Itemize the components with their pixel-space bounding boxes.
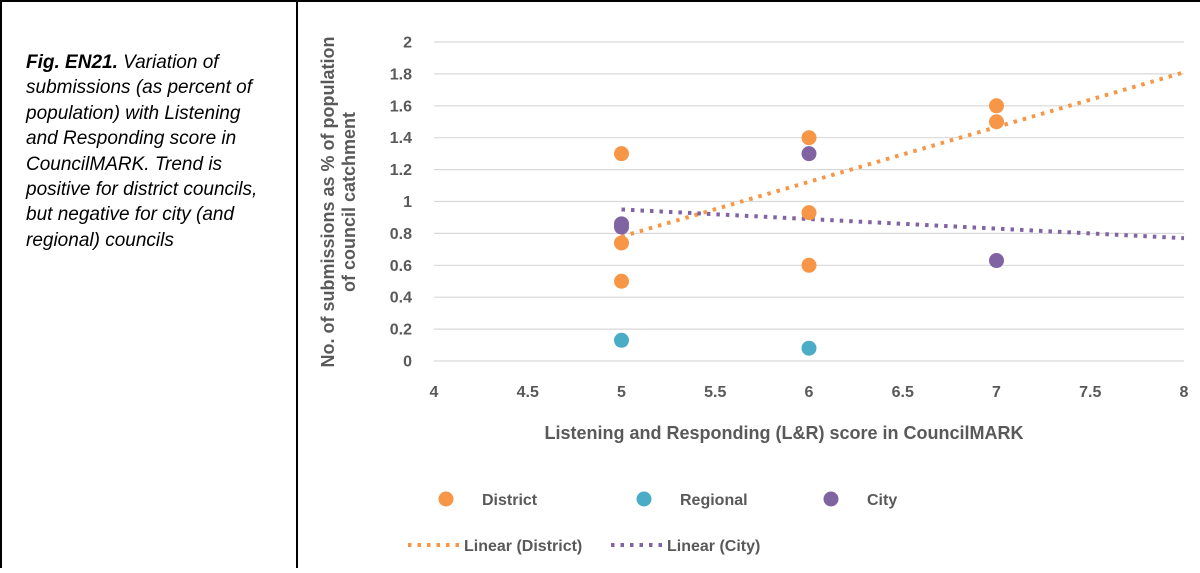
- y-tick-label: 2: [403, 35, 412, 52]
- point-regional: [614, 332, 629, 348]
- point-city: [614, 219, 629, 235]
- y-tick-label: 1.4: [390, 130, 412, 147]
- legend-label-district: District: [482, 492, 538, 509]
- point-district: [801, 257, 817, 273]
- chart-area: 0 0.2 0.4 0.6 0.8 1 1.2 1.4 1.6 1.8 2 4 4.5 5 5.5 6 6.5…: [300, 12, 1200, 568]
- point-district: [989, 114, 1004, 130]
- y-axis-title-line-2: of council catchment: [339, 112, 359, 292]
- legend-trend-label-0: Linear (District): [464, 538, 582, 555]
- point-district: [614, 235, 629, 251]
- legend-marker-city: [823, 491, 839, 507]
- trendline-linear-district: [620, 70, 1185, 239]
- point-district: [989, 98, 1004, 114]
- x-tick-labels: 4 4.5 5 5.5 6 6.5 7 7.5 8: [430, 384, 1189, 401]
- y-tick-labels: 0 0.2 0.4 0.6 0.8 1 1.2 1.4 1.6 1.8 2: [390, 35, 412, 371]
- caption-text: Variation of submissions (as percent of …: [26, 52, 258, 251]
- y-tick-label: 0.8: [390, 226, 412, 243]
- x-tick-label: 7: [992, 384, 1001, 401]
- x-axis-title: Listening and Responding (L&R) score in …: [545, 423, 1024, 443]
- legend-marker-regional: [636, 491, 652, 507]
- y-axis-title: No. of submissions as % of population of…: [318, 36, 359, 367]
- trendlines: [620, 70, 1185, 241]
- x-tick-label: 6: [805, 384, 814, 401]
- x-tick-label: 4.5: [517, 384, 539, 401]
- y-tick-label: 1.6: [390, 98, 412, 115]
- point-district: [801, 130, 817, 146]
- x-tick-label: 5: [617, 384, 626, 401]
- point-district: [614, 273, 629, 289]
- y-tick-label: 0.4: [390, 290, 412, 307]
- x-tick-label: 4: [430, 384, 439, 401]
- point-city: [989, 253, 1004, 269]
- figure-caption: Fig. EN21. Variation of submissions (as …: [26, 50, 276, 253]
- y-tick-label: 1.2: [390, 162, 412, 179]
- x-tick-label: 6.5: [892, 384, 914, 401]
- point-city: [801, 146, 817, 162]
- legend-label-regional: Regional: [680, 492, 748, 509]
- x-tick-label: 8: [1180, 384, 1189, 401]
- point-district: [801, 205, 817, 221]
- legend-marker-district: [438, 491, 454, 507]
- y-tick-label: 1.8: [390, 66, 412, 83]
- y-tick-label: 1: [403, 194, 412, 211]
- data-points: [614, 98, 1004, 356]
- y-tick-label: 0.2: [390, 322, 412, 339]
- point-district: [614, 146, 629, 162]
- caption-label: Fig. EN21.: [26, 52, 118, 73]
- border-divider: [296, 0, 298, 568]
- point-regional: [801, 340, 817, 356]
- legend-label-city: City: [867, 492, 897, 509]
- y-axis-title-line-1: No. of submissions as % of population: [318, 36, 338, 367]
- y-tick-label: 0.6: [390, 258, 412, 275]
- border-top: [0, 0, 1200, 2]
- legend-trend-label-1: Linear (City): [667, 538, 760, 555]
- legend: District Regional City Linear (District) Lin…: [408, 491, 897, 555]
- border-left: [0, 0, 2, 568]
- gridlines: [434, 41, 1184, 362]
- y-tick-label: 0: [403, 354, 412, 371]
- x-tick-label: 7.5: [1079, 384, 1101, 401]
- scatter-chart: 0 0.2 0.4 0.6 0.8 1 1.2 1.4 1.6 1.8 2 4 4.5 5 5.5 6 6.5…: [318, 35, 1189, 556]
- x-tick-label: 5.5: [704, 384, 726, 401]
